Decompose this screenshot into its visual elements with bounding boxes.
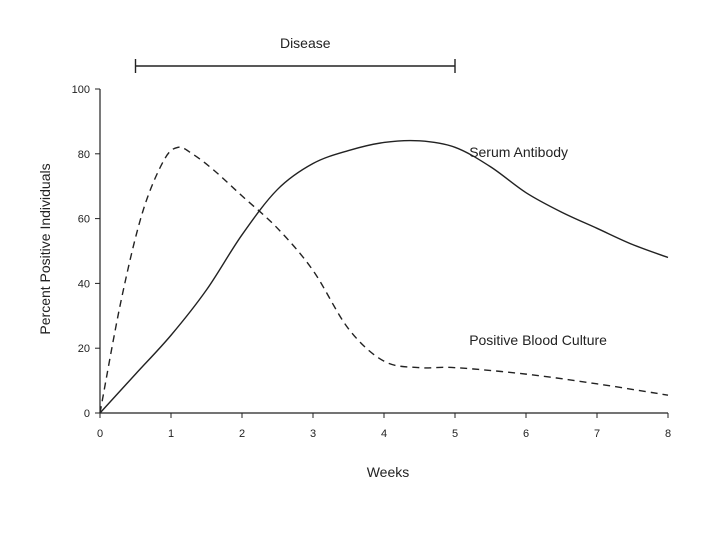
x-tick-label: 6 xyxy=(523,428,529,440)
x-tick-label: 8 xyxy=(665,428,671,440)
y-ticks: 0 20 40 60 80 100 xyxy=(72,84,100,420)
range-bar-label: Disease xyxy=(280,35,331,51)
y-tick-label: 80 xyxy=(78,149,90,161)
series-line-positive-blood-culture xyxy=(99,146,669,414)
y-tick-label: 40 xyxy=(78,278,90,290)
y-axis-title: Percent Positive Individuals xyxy=(37,163,53,334)
y-tick-label: 20 xyxy=(78,343,90,355)
annotation-positive-blood-culture: Positive Blood Culture xyxy=(469,332,607,348)
x-axis-title: Weeks xyxy=(367,464,410,480)
disease-range-bar: Disease xyxy=(134,35,456,73)
x-tick-label: 3 xyxy=(310,428,316,440)
y-tick-label: 100 xyxy=(72,84,90,96)
x-tick-label: 2 xyxy=(239,428,245,440)
series-layer xyxy=(99,139,669,414)
y-tick-label: 0 xyxy=(84,408,90,420)
x-tick-label: 1 xyxy=(168,428,174,440)
x-tick-label: 4 xyxy=(381,428,387,440)
series-line-serum-antibody xyxy=(99,139,669,414)
annotations: Serum Antibody Positive Blood Culture xyxy=(469,144,607,348)
y-tick-label: 60 xyxy=(78,214,90,226)
annotation-serum-antibody: Serum Antibody xyxy=(469,144,568,160)
x-ticks: 0 1 2 3 4 5 6 7 8 xyxy=(97,413,671,440)
x-tick-label: 5 xyxy=(452,428,458,440)
axes xyxy=(99,89,668,414)
x-tick-label: 0 xyxy=(97,428,103,440)
x-tick-label: 7 xyxy=(594,428,600,440)
